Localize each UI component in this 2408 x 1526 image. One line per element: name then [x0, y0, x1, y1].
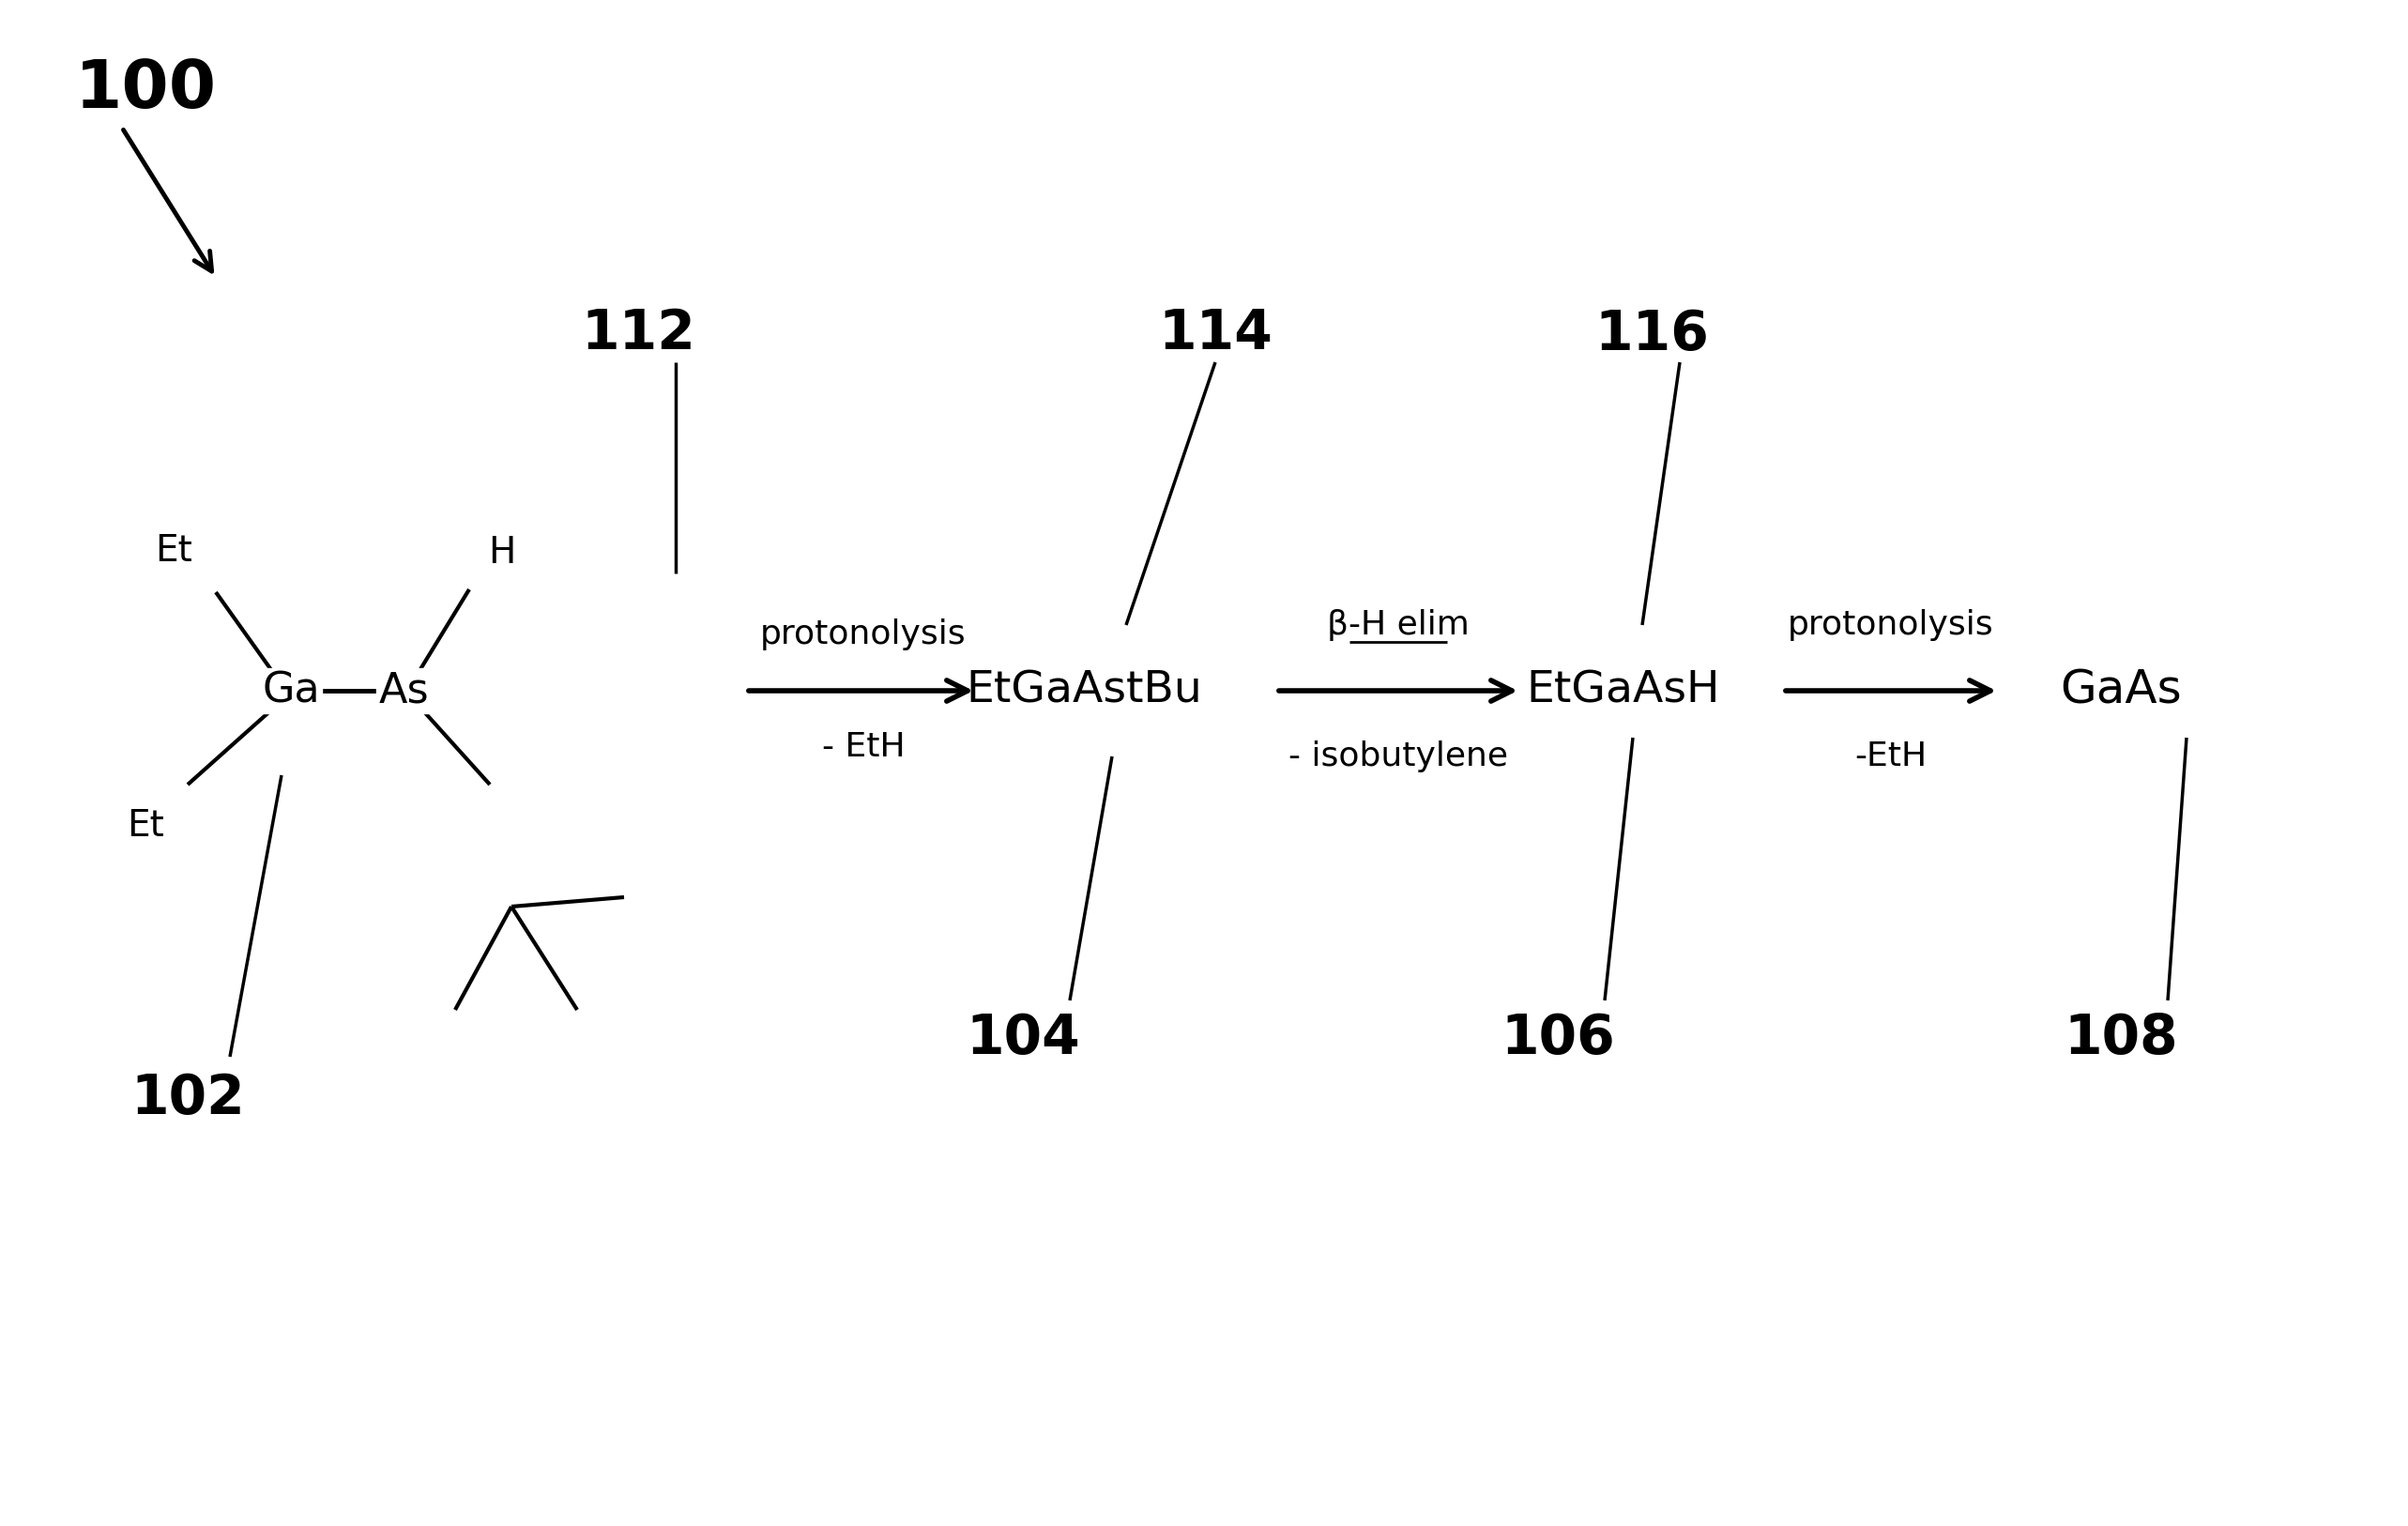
Text: 100: 100 — [75, 58, 217, 122]
Text: As: As — [378, 670, 429, 711]
Text: 106: 106 — [1500, 1012, 1616, 1065]
Text: 108: 108 — [2064, 1012, 2177, 1065]
Text: 104: 104 — [966, 1012, 1081, 1065]
Text: protonolysis: protonolysis — [761, 618, 966, 650]
Text: Et: Et — [128, 809, 164, 844]
Text: 112: 112 — [580, 307, 696, 360]
Text: H: H — [489, 536, 515, 571]
Text: GaAs: GaAs — [2059, 668, 2182, 713]
Text: β-H elim: β-H elim — [1327, 609, 1469, 641]
Text: 114: 114 — [1158, 307, 1271, 360]
Text: - EtH: - EtH — [821, 731, 905, 763]
Text: Ga: Ga — [262, 670, 320, 711]
Text: 116: 116 — [1594, 307, 1710, 360]
Text: EtGaAstBu: EtGaAstBu — [966, 670, 1202, 711]
Text: -EtH: -EtH — [1854, 740, 1926, 772]
Text: EtGaAsH: EtGaAsH — [1527, 670, 1719, 711]
Text: protonolysis: protonolysis — [1787, 609, 1994, 641]
Text: - isobutylene: - isobutylene — [1288, 740, 1507, 772]
Text: 102: 102 — [130, 1073, 246, 1126]
Text: Et: Et — [154, 533, 193, 569]
